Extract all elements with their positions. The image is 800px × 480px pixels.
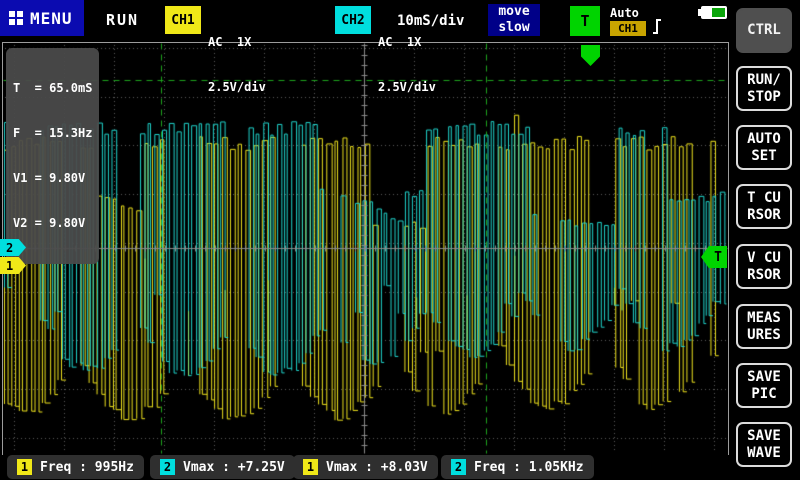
ch1-channel-badge: 1 xyxy=(17,459,32,475)
ch1-scale: 2.5V/div xyxy=(208,80,266,95)
ch2-badge[interactable]: CH2 xyxy=(335,6,371,34)
ch1-settings: AC 1X 2.5V/div xyxy=(208,5,266,125)
measurement-pill-vmax-ch1[interactable]: 1 Vmax : +8.03V xyxy=(293,455,438,479)
menu-label: MENU xyxy=(30,9,73,28)
ch1-coupling: AC 1X xyxy=(208,35,266,50)
battery-icon xyxy=(701,6,727,19)
trigger-source-badge[interactable]: CH1 xyxy=(610,21,646,36)
cursor-measure-overlay: T = 65.0mS F = 15.3Hz V1 = 9.80V V2 = 9.… xyxy=(6,48,99,264)
trigger-symbol-box[interactable]: T xyxy=(570,6,600,36)
move-slow-button[interactable]: move slow xyxy=(488,4,540,36)
top-bar: MENU RUN CH1 AC 1X 2.5V/div CH2 AC 1X 2.… xyxy=(0,0,730,40)
sidebar: CTRL RUN/ STOP AUTO SET T CU RSOR V CU R… xyxy=(730,0,800,480)
ch2-coupling: AC 1X xyxy=(378,35,436,50)
measure-time: T = 65.0mS xyxy=(13,81,92,96)
bottom-measurement-bar: 1 Freq : 995Hz 2 Vmax : +7.25V 1 Vmax : … xyxy=(0,455,730,480)
measure-freq: F = 15.3Hz xyxy=(13,126,92,141)
measures-button[interactable]: MEAS URES xyxy=(736,304,792,349)
trigger-mode-label: Auto xyxy=(610,6,639,20)
ch2-scale: 2.5V/div xyxy=(378,80,436,95)
measurement-pill-freq-ch1[interactable]: 1 Freq : 995Hz xyxy=(7,455,144,479)
ctrl-button[interactable]: CTRL xyxy=(736,8,792,53)
measure-v1: V1 = 9.80V xyxy=(13,171,92,186)
measurement-value: Freq : 995Hz xyxy=(40,460,134,475)
menu-button[interactable]: MENU xyxy=(0,0,84,36)
ch2-channel-badge: 2 xyxy=(451,459,466,475)
ch2-channel-badge: 2 xyxy=(160,459,175,475)
timebase-label[interactable]: 10mS/div xyxy=(397,13,464,29)
auto-set-button[interactable]: AUTO SET xyxy=(736,125,792,170)
ch1-badge[interactable]: CH1 xyxy=(165,6,201,34)
measurement-value: Vmax : +8.03V xyxy=(326,460,428,475)
measurement-pill-vmax-ch2[interactable]: 2 Vmax : +7.25V xyxy=(150,455,295,479)
ch1-channel-badge: 1 xyxy=(303,459,318,475)
menu-grid-icon xyxy=(9,11,23,25)
measurement-value: Freq : 1.05KHz xyxy=(474,460,584,475)
measure-v2: V2 = 9.80V xyxy=(13,216,92,231)
v-cursor-button[interactable]: V CU RSOR xyxy=(736,244,792,289)
run-stop-button[interactable]: RUN/ STOP xyxy=(736,66,792,111)
t-cursor-button[interactable]: T CU RSOR xyxy=(736,184,792,229)
oscilloscope-screen: MENU RUN CH1 AC 1X 2.5V/div CH2 AC 1X 2.… xyxy=(0,0,800,480)
save-wave-button[interactable]: SAVE WAVE xyxy=(736,422,792,467)
measurement-pill-freq-ch2[interactable]: 2 Freq : 1.05KHz xyxy=(441,455,594,479)
measurement-value: Vmax : +7.25V xyxy=(183,460,285,475)
rising-edge-icon[interactable] xyxy=(652,18,662,39)
run-status: RUN xyxy=(106,11,139,29)
save-pic-button[interactable]: SAVE PIC xyxy=(736,363,792,408)
